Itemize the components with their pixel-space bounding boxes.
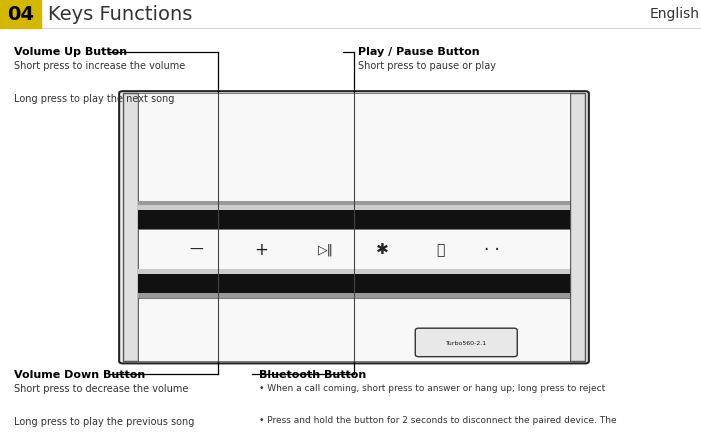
Text: ✱: ✱ — [376, 242, 388, 257]
Text: Short press to decrease the volume: Short press to decrease the volume — [14, 383, 189, 393]
Bar — [138, 210, 570, 229]
Bar — [138, 293, 570, 299]
Bar — [138, 229, 570, 269]
Text: English: English — [650, 7, 700, 21]
Text: Short press to pause or play: Short press to pause or play — [358, 61, 496, 71]
Text: Keys Functions: Keys Functions — [48, 4, 192, 24]
Text: +: + — [254, 240, 268, 258]
Bar — [138, 269, 570, 275]
Bar — [138, 201, 570, 205]
FancyBboxPatch shape — [415, 328, 517, 357]
FancyBboxPatch shape — [119, 92, 589, 364]
Text: · ·: · · — [484, 240, 500, 258]
Bar — [138, 299, 570, 361]
Text: —: — — [189, 242, 203, 256]
Bar — [138, 275, 570, 293]
Text: Volume Up Button: Volume Up Button — [14, 47, 127, 57]
Text: Play / Pause Button: Play / Pause Button — [358, 47, 479, 57]
Text: Bluetooth Button: Bluetooth Button — [259, 369, 367, 379]
Bar — [138, 94, 570, 201]
Text: Long press to play the previous song: Long press to play the previous song — [14, 416, 194, 426]
Bar — [0, 0, 41, 28]
Text: 04: 04 — [7, 5, 34, 24]
Bar — [138, 205, 570, 210]
Bar — [570, 94, 585, 361]
Text: ⏻: ⏻ — [436, 242, 444, 256]
Text: Turbo560-2.1: Turbo560-2.1 — [446, 340, 486, 345]
Text: • When a call coming, short press to answer or hang up; long press to reject: • When a call coming, short press to ans… — [259, 383, 606, 392]
Text: Volume Down Button: Volume Down Button — [14, 369, 145, 379]
Text: Long press to play the next song: Long press to play the next song — [14, 94, 175, 104]
Text: Short press to increase the volume: Short press to increase the volume — [14, 61, 185, 71]
Text: ▷‖: ▷‖ — [318, 243, 334, 256]
Bar — [123, 94, 138, 361]
Text: • Press and hold the button for 2 seconds to disconnect the paired device. The: • Press and hold the button for 2 second… — [259, 415, 617, 424]
